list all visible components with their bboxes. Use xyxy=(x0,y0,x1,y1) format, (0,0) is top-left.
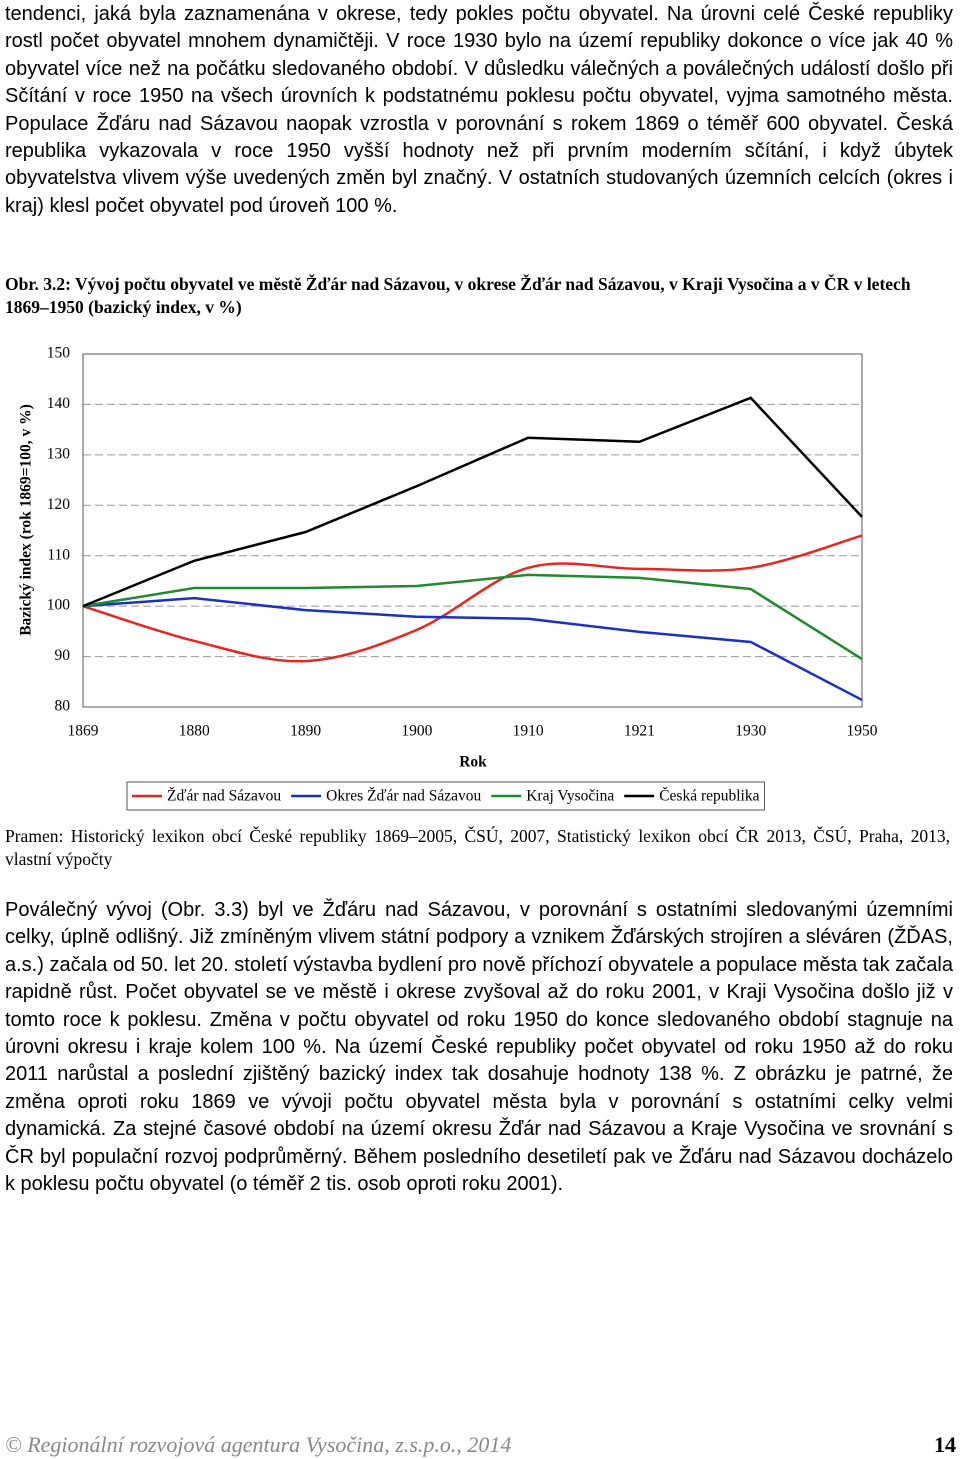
footer-text: © Regionální rozvojová agentura Vysočina… xyxy=(5,1432,512,1457)
y-tick-label: 150 xyxy=(47,345,71,362)
y-tick-label: 110 xyxy=(47,546,70,563)
y-tick-label: 140 xyxy=(47,395,71,412)
y-tick-label: 80 xyxy=(55,698,71,715)
legend-box xyxy=(126,781,765,811)
paragraph: Poválečný vývoj (Obr. 3.3) byl ve Žďáru … xyxy=(5,899,953,1196)
x-tick-label: 1950 xyxy=(847,723,878,740)
x-tick-label: 1900 xyxy=(401,723,432,740)
y-tick-label: 120 xyxy=(47,496,71,513)
plot-area xyxy=(82,353,863,708)
source-note: Pramen: Historický lexikon obcí České re… xyxy=(5,826,950,869)
x-tick-label: 1910 xyxy=(513,723,544,740)
legend-label: Žďár nad Sázavou xyxy=(167,788,281,805)
x-axis-label: Rok xyxy=(459,754,487,771)
series-line xyxy=(82,396,863,608)
paragraph: tendenci, jaká byla zaznamenána v okrese… xyxy=(5,3,953,217)
series-line xyxy=(82,596,863,702)
legend-label: Okres Žďár nad Sázavou xyxy=(326,788,481,805)
y-tick-label: 100 xyxy=(47,597,71,614)
y-axis-label: Bazický index (rok 1869=100, v %) xyxy=(18,404,35,636)
chart: 80 90 100 110 120 130 140 150 1869 1880 1890 1900 19… xyxy=(18,345,878,811)
legend-label: Kraj Vysočina xyxy=(526,788,614,805)
series-line xyxy=(82,534,863,663)
y-tick-label: 90 xyxy=(55,647,71,664)
x-tick-label: 1930 xyxy=(735,723,766,740)
x-tick-label: 1869 xyxy=(68,723,99,740)
y-tick-label: 130 xyxy=(47,445,71,462)
x-tick-label: 1890 xyxy=(290,723,321,740)
series-line xyxy=(82,573,863,661)
x-tick-label: 1921 xyxy=(624,723,655,740)
legend-label: Česká republika xyxy=(659,788,759,805)
page-number: 14 xyxy=(934,1432,956,1457)
figure-caption: Obr. 3.2: Vývoj počtu obyvatel ve městě … xyxy=(5,274,911,317)
x-tick-label: 1880 xyxy=(179,723,210,740)
